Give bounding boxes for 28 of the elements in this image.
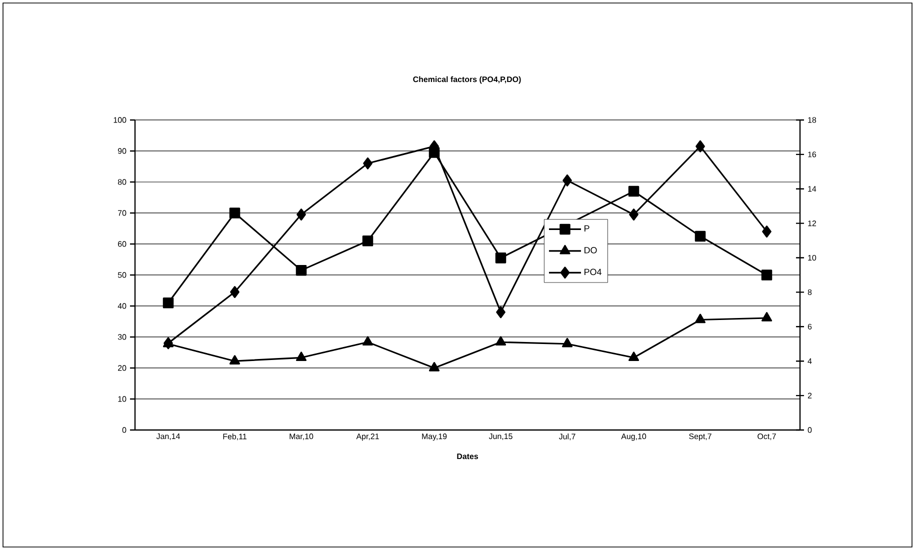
point bbox=[562, 338, 573, 348]
point bbox=[230, 286, 240, 298]
point bbox=[562, 174, 572, 186]
point bbox=[296, 208, 306, 221]
point bbox=[628, 352, 640, 362]
point bbox=[162, 298, 174, 308]
point bbox=[495, 336, 506, 346]
point bbox=[229, 208, 240, 218]
point bbox=[696, 140, 705, 152]
point bbox=[363, 157, 372, 170]
point bbox=[694, 230, 706, 242]
point bbox=[495, 252, 506, 264]
point bbox=[362, 236, 374, 246]
point bbox=[761, 312, 772, 322]
point bbox=[761, 270, 772, 280]
legend-label: PO4 bbox=[584, 268, 602, 276]
point bbox=[496, 306, 506, 318]
point bbox=[296, 352, 307, 362]
legend-label: DO bbox=[584, 247, 597, 254]
point bbox=[694, 314, 706, 324]
legend-label: P bbox=[584, 225, 590, 232]
point bbox=[628, 186, 640, 197]
point bbox=[762, 226, 772, 238]
point bbox=[629, 208, 638, 221]
point bbox=[296, 264, 307, 276]
point bbox=[428, 362, 440, 372]
point bbox=[362, 336, 374, 346]
point bbox=[229, 355, 240, 364]
